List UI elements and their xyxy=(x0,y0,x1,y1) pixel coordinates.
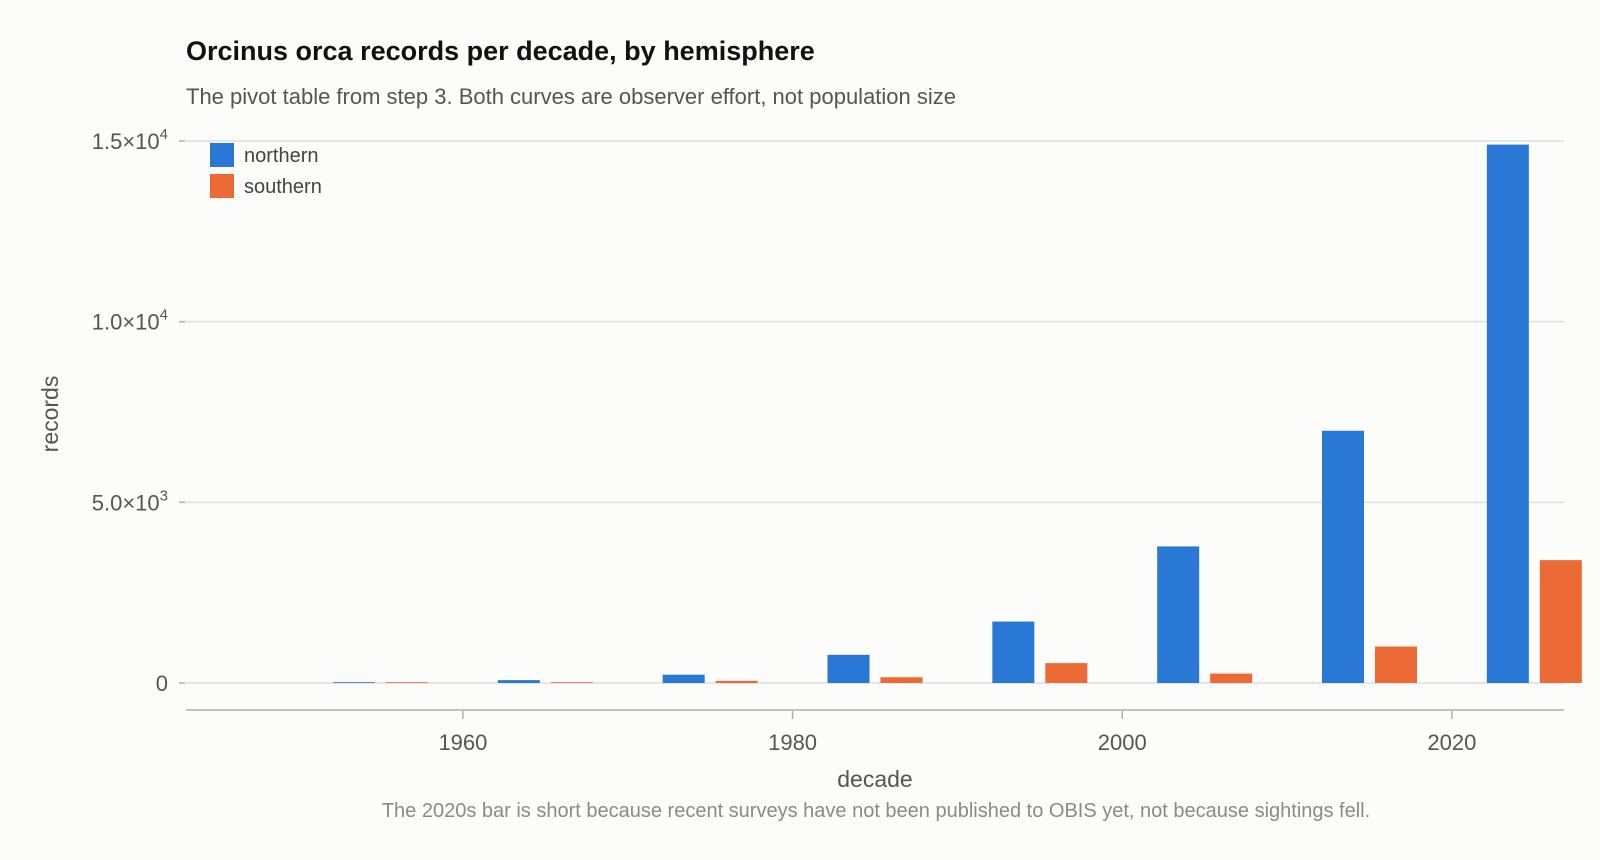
bar-northern-2000 xyxy=(1157,546,1200,683)
y-tick-exponent: 4 xyxy=(160,126,168,143)
legend-swatch-northern xyxy=(210,143,234,167)
bars xyxy=(333,144,1582,683)
x-tick-label: 1980 xyxy=(768,730,817,755)
y-tick-mantissa: 0 xyxy=(156,671,168,696)
bar-northern-1970 xyxy=(662,674,705,683)
y-tick-label: 0 xyxy=(156,671,168,696)
bar-northern-2020 xyxy=(1486,144,1529,683)
legend: northern southern xyxy=(210,143,322,198)
bar-southern-2020 xyxy=(1539,560,1582,683)
bar-southern-2010 xyxy=(1374,646,1417,683)
legend-swatch-southern xyxy=(210,174,234,198)
x-tick-label: 2020 xyxy=(1427,730,1476,755)
y-tick-exponent: 3 xyxy=(160,487,168,504)
y-tick-label: 1.5×104 xyxy=(92,126,168,154)
bar-northern-1990 xyxy=(992,621,1035,683)
y-tick-label: 5.0×103 xyxy=(92,487,168,515)
bar-southern-1980 xyxy=(880,677,923,683)
y-tick-exponent: 4 xyxy=(160,307,168,324)
x-tick-labels: 1960 1980 2000 2020 xyxy=(438,711,1476,755)
bar-northern-1960 xyxy=(497,680,540,683)
chart-subtitle: The pivot table from step 3. Both curves… xyxy=(186,84,957,109)
bar-southern-2000 xyxy=(1210,673,1253,683)
y-axis-title: records xyxy=(37,376,63,453)
bar-northern-1950 xyxy=(333,682,376,683)
legend-label-northern: northern xyxy=(244,145,319,167)
bar-southern-1990 xyxy=(1045,663,1088,683)
chart-title: Orcinus orca records per decade, by hemi… xyxy=(186,36,815,66)
x-tick-label: 2000 xyxy=(1098,730,1147,755)
bar-southern-1960 xyxy=(550,682,593,683)
bar-southern-1970 xyxy=(715,680,758,683)
y-tick-mantissa: 1.0×10 xyxy=(92,310,160,335)
x-axis-title: decade xyxy=(837,766,912,792)
y-tick-label: 1.0×104 xyxy=(92,307,168,335)
y-tick-mantissa: 1.5×10 xyxy=(92,129,160,154)
bar-southern-1950 xyxy=(386,682,429,683)
bar-northern-1980 xyxy=(827,654,870,683)
legend-label-southern: southern xyxy=(244,176,322,198)
bar-northern-2010 xyxy=(1321,430,1364,683)
y-tick-mantissa: 5.0×10 xyxy=(92,490,160,515)
x-tick-label: 1960 xyxy=(438,730,487,755)
chart-footnote: The 2020s bar is short because recent su… xyxy=(381,800,1371,822)
